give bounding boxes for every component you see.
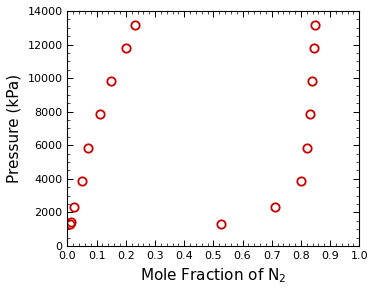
- X-axis label: Mole Fraction of N$_2$: Mole Fraction of N$_2$: [140, 266, 286, 285]
- Y-axis label: Pressure (kPa): Pressure (kPa): [7, 74, 22, 183]
